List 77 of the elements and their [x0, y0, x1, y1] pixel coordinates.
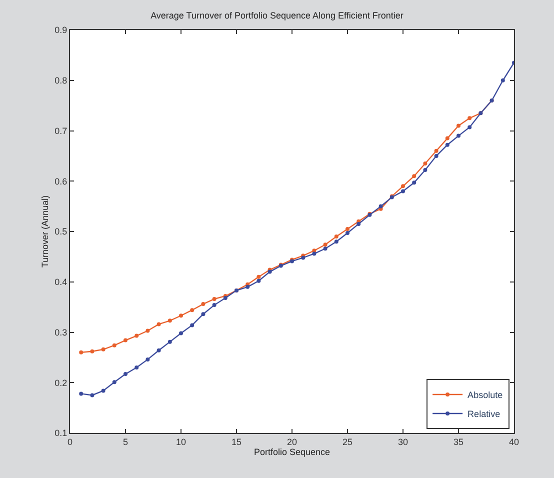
- point: [212, 303, 216, 308]
- point: [79, 350, 84, 354]
- point: [468, 125, 472, 130]
- point: [79, 392, 84, 396]
- x-tick-label: 30: [398, 436, 408, 447]
- point: [112, 380, 116, 384]
- point: [334, 240, 338, 244]
- point: [346, 231, 350, 236]
- point: [168, 318, 172, 323]
- point: [190, 323, 194, 328]
- y-tick-label: 0.2: [54, 378, 68, 388]
- point: [500, 78, 505, 82]
- point: [223, 296, 228, 300]
- point: [101, 347, 106, 352]
- y-tick-label: 0.9: [54, 25, 68, 36]
- point: [401, 189, 405, 194]
- point: [256, 278, 261, 283]
- point: [334, 234, 338, 239]
- point: [256, 274, 261, 279]
- point: [412, 174, 416, 178]
- x-tick-label: 10: [176, 436, 186, 447]
- y-tick-label: 0.7: [54, 126, 68, 136]
- x-axis-title: Portfolio Sequence: [254, 446, 330, 457]
- x-tick-label: 15: [231, 436, 242, 447]
- point: [190, 308, 194, 312]
- point: [90, 349, 94, 354]
- point: [401, 184, 405, 188]
- point: [323, 242, 328, 247]
- point: [134, 334, 139, 338]
- point: [246, 284, 250, 289]
- point: [356, 222, 361, 226]
- point: [412, 180, 416, 185]
- x-tick-label: 35: [453, 436, 464, 447]
- point: [156, 322, 161, 326]
- y-tick-label: 0.8: [54, 76, 68, 86]
- point: [124, 372, 128, 376]
- point: [434, 148, 438, 153]
- point: [456, 134, 460, 138]
- point: [423, 161, 428, 166]
- point: [445, 136, 450, 140]
- y-tick-label: 0.5: [54, 226, 68, 237]
- point: [445, 142, 450, 147]
- point: [168, 340, 172, 344]
- point: [201, 312, 206, 316]
- x-tick-label: 20: [286, 436, 298, 447]
- y-tick-label: 0.4: [54, 277, 68, 288]
- point: [312, 252, 316, 256]
- x-tick-label: 5: [122, 436, 128, 447]
- legend-label: Absolute: [468, 390, 503, 400]
- y-axis-title: Turnover (Annual): [40, 195, 50, 268]
- x-tick-label: 0: [67, 436, 73, 447]
- y-tick-label: 0.1: [54, 428, 68, 438]
- point: [156, 348, 161, 352]
- point: [112, 343, 116, 348]
- point: [124, 338, 128, 342]
- point: [146, 328, 150, 333]
- legend-label: Relative: [468, 408, 500, 419]
- y-tick-label: 0.3: [54, 327, 68, 338]
- x-tick-label: 25: [342, 436, 353, 447]
- point: [378, 204, 383, 208]
- point: [468, 116, 472, 120]
- chart-title: Average Turnover of Portfolio Sequence Along Efficient Frontier: [150, 10, 404, 20]
- point: [423, 168, 428, 172]
- point: [101, 388, 106, 393]
- point: [434, 154, 438, 158]
- point: [146, 357, 150, 362]
- point: [179, 331, 183, 336]
- point: [212, 297, 216, 301]
- point: [201, 302, 206, 306]
- point: [90, 393, 94, 398]
- point: [456, 124, 460, 128]
- y-tick-label: 0.6: [54, 176, 68, 186]
- point: [179, 314, 183, 318]
- x-tick-label: 40: [508, 436, 520, 447]
- point: [346, 226, 350, 231]
- point: [323, 246, 328, 251]
- point: [134, 366, 139, 370]
